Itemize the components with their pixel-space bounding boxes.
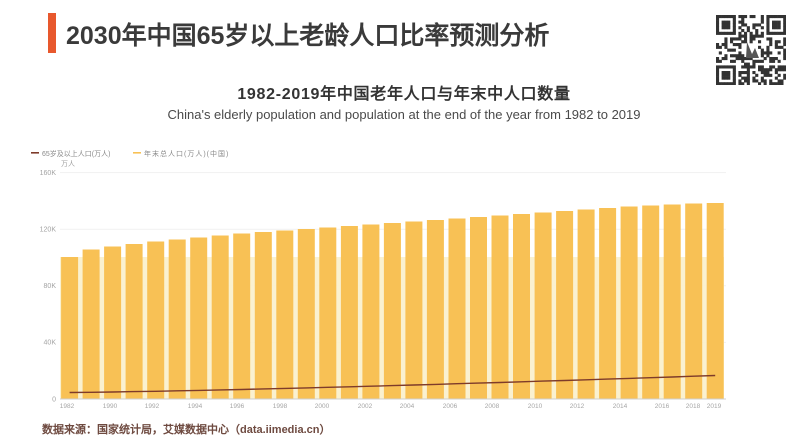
- svg-text:2012: 2012: [570, 403, 585, 410]
- svg-text:2018: 2018: [686, 403, 701, 410]
- svg-text:2000: 2000: [315, 403, 330, 410]
- svg-text:120K: 120K: [40, 227, 57, 234]
- svg-text:0: 0: [52, 396, 56, 403]
- svg-text:万人: 万人: [61, 160, 75, 168]
- svg-text:2014: 2014: [613, 403, 628, 410]
- svg-text:2010: 2010: [528, 403, 543, 410]
- svg-text:2016: 2016: [655, 403, 670, 410]
- svg-text:160K: 160K: [40, 170, 57, 177]
- svg-text:1996: 1996: [230, 403, 245, 410]
- svg-text:65岁及以上人口(万人): 65岁及以上人口(万人): [42, 149, 110, 158]
- svg-text:1982: 1982: [60, 403, 75, 410]
- svg-text:年末总人口(万人)(中国): 年末总人口(万人)(中国): [144, 149, 229, 158]
- svg-text:80K: 80K: [44, 283, 57, 290]
- svg-text:1998: 1998: [273, 403, 288, 410]
- svg-text:2002: 2002: [358, 403, 373, 410]
- svg-text:2006: 2006: [443, 403, 458, 410]
- svg-text:40K: 40K: [44, 340, 57, 347]
- svg-text:2004: 2004: [400, 403, 415, 410]
- svg-text:1992: 1992: [145, 403, 160, 410]
- svg-text:2008: 2008: [485, 403, 500, 410]
- svg-text:1990: 1990: [103, 403, 118, 410]
- svg-text:1994: 1994: [188, 403, 203, 410]
- svg-text:2019: 2019: [707, 403, 722, 410]
